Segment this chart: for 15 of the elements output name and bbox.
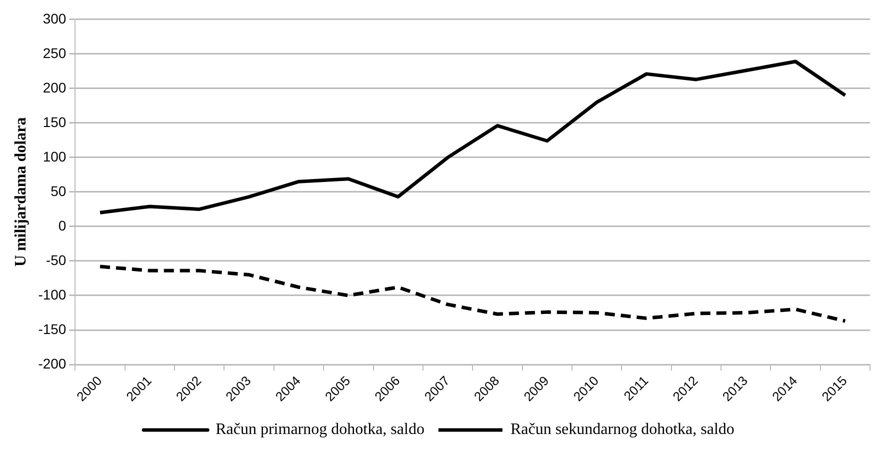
y-tick-label: -150 <box>38 320 66 337</box>
y-tick-label: 300 <box>42 10 66 26</box>
y-tick-label: 200 <box>42 79 66 96</box>
y-tick-label: 150 <box>42 114 66 130</box>
y-tick-label: 50 <box>50 182 66 199</box>
y-tick-label: -50 <box>46 252 66 268</box>
legend-label: Račun primarnog dohotka, saldo <box>216 421 424 438</box>
y-tick-label: 0 <box>58 217 66 234</box>
legend-label: Račun sekundarnog dohotka, saldo <box>510 421 734 438</box>
y-axis-title: U milijardama dolara <box>12 117 30 267</box>
y-tick-label: -100 <box>38 286 66 302</box>
y-tick-label: 250 <box>42 44 66 61</box>
y-tick-label: 100 <box>42 148 66 164</box>
line-series <box>98 264 847 323</box>
y-tick-label: -200 <box>38 355 66 372</box>
